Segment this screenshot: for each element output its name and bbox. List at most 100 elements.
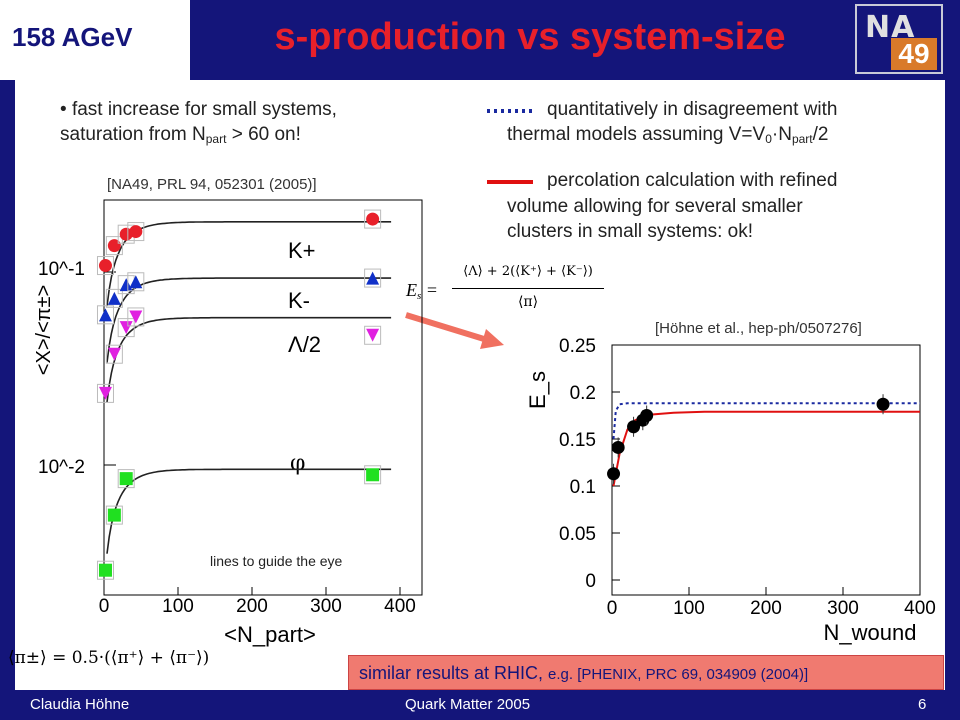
right-chart-xtick-label: 200 xyxy=(750,598,782,619)
pion-formula: ⟨π±⟩ = 0.5·(⟨π⁺⟩ + ⟨π⁻⟩) xyxy=(8,648,210,668)
energy-label: 158 AGeV xyxy=(12,22,133,52)
label-lambda: Λ/2 xyxy=(288,332,321,357)
legend-blue-post: /2 xyxy=(812,124,829,145)
data-point-K- xyxy=(129,275,143,289)
data-point-K- xyxy=(119,278,133,292)
data-point xyxy=(627,420,641,434)
slide-title: s-production vs system-size xyxy=(274,16,786,58)
fit-curve-1 xyxy=(106,277,392,363)
es-formula-lhs: Es = xyxy=(406,280,438,302)
error-box xyxy=(364,209,382,229)
data-point xyxy=(611,440,625,454)
error-box xyxy=(127,307,145,327)
left-chart-ylabel: <X>/<π±> xyxy=(33,285,55,375)
label-kminus: K- xyxy=(288,288,310,313)
right-chart-xtick-label: 300 xyxy=(827,598,859,619)
left-chart-xtick-label: 300 xyxy=(310,596,342,617)
legend-blue-line2-pre: thermal models assuming V=V xyxy=(507,124,766,145)
frame-right-border xyxy=(945,80,960,690)
right-chart-xtick-label: 400 xyxy=(904,598,936,619)
data-point-Λ/2 xyxy=(366,328,380,342)
fit-curve-3 xyxy=(106,468,392,554)
data-point xyxy=(640,409,654,422)
right-chart-xtick-label: 0 xyxy=(607,598,618,619)
left-chart-xtick-label: 400 xyxy=(384,596,416,617)
bullet-icon: • xyxy=(60,99,67,120)
error-box xyxy=(105,236,123,256)
error-box xyxy=(364,325,382,345)
error-box xyxy=(117,318,135,338)
error-box xyxy=(364,465,382,485)
error-box xyxy=(105,344,123,364)
label-phi: φ xyxy=(290,451,305,476)
right-reference: [Höhne et al., hep-ph/0507276] xyxy=(655,320,862,337)
data-point-φ xyxy=(107,508,121,522)
data-point-K- xyxy=(366,271,380,285)
left-bullet-line2: saturation from Npart > 60 on! xyxy=(60,122,301,152)
right-chart-ytick-label: 0.1 xyxy=(570,477,596,498)
footer-conference: Quark Matter 2005 xyxy=(405,696,531,713)
data-point-K+ xyxy=(98,259,112,273)
fraction-bar xyxy=(452,288,604,289)
es-numerator: ⟨Λ⟩ + 2(⟨K⁺⟩ + ⟨K⁻⟩) xyxy=(463,264,593,279)
left-bullet-line1: • fast increase for small systems, xyxy=(60,97,337,122)
legend-red-line2: volume allowing for several smaller xyxy=(507,196,803,217)
legend-blue-line2: thermal models assuming V=V0·Npart/2 xyxy=(507,122,829,152)
data-point-φ xyxy=(366,468,380,482)
data-point-φ xyxy=(98,563,112,577)
data-point-Λ/2 xyxy=(107,347,121,361)
arrow-icon xyxy=(405,312,504,349)
guide-annotation: lines to guide the eye xyxy=(210,553,343,569)
thermal-dotted-legend-icon xyxy=(487,109,533,113)
legend-blue-line1: quantitatively in disagreement with xyxy=(547,99,838,120)
rhic-note: similar results at RHIC, e.g. [PHENIX, P… xyxy=(348,655,944,690)
logo-text-bottom: 49 xyxy=(891,38,937,70)
left-chart-ytick-2: 10^-2 xyxy=(38,457,85,478)
legend-blue-mid: ·N xyxy=(771,124,792,145)
label-kplus: K+ xyxy=(288,238,316,263)
energy-box: 158 AGeV xyxy=(0,0,190,80)
error-box xyxy=(96,256,114,276)
left-chart-frame xyxy=(103,199,423,596)
data-point-φ xyxy=(119,472,133,486)
right-chart-xtick-label: 100 xyxy=(673,598,705,619)
es-lhs: E xyxy=(406,280,417,300)
left-chart: <X>/<π±> <N_part> 10^-1 10^-2 lines to g… xyxy=(33,199,423,647)
left-line2-pre: saturation from N xyxy=(60,124,206,145)
footer-author: Claudia Höhne xyxy=(30,696,130,713)
left-reference: [NA49, PRL 94, 052301 (2005)] xyxy=(107,176,317,193)
data-point-K+ xyxy=(129,225,143,239)
percolation-line-legend-icon xyxy=(487,180,533,184)
right-chart-ytick-label: 0.05 xyxy=(559,524,596,545)
title-bar xyxy=(190,0,960,80)
left-chart-xtick-label: 0 xyxy=(99,596,110,617)
left-chart-ytick-1: 10^-1 xyxy=(38,259,85,280)
error-box xyxy=(105,505,123,525)
data-point-Λ/2 xyxy=(119,321,133,335)
legend-blue-sub2: part xyxy=(791,132,813,146)
fit-curve-2 xyxy=(106,316,392,403)
data-point-Λ/2 xyxy=(98,386,112,400)
data-point xyxy=(876,397,890,411)
right-chart-ytick-label: 0.2 xyxy=(570,383,596,404)
right-chart-ylabel: E_s xyxy=(525,371,550,409)
left-chart-xlabel: <N_part> xyxy=(224,622,316,647)
fit-curve-0 xyxy=(106,221,392,307)
es-formula: Es = ⟨Λ⟩ + 2(⟨K⁺⟩ + ⟨K⁻⟩) ⟨π⟩ xyxy=(400,258,610,326)
error-box xyxy=(96,305,114,325)
left-line2-post: > 60 on! xyxy=(226,124,301,145)
thermal-line xyxy=(612,402,920,440)
data-point-K+ xyxy=(107,239,121,253)
footer-bar xyxy=(0,690,960,720)
legend-red-line3: clusters in small systems: ok! xyxy=(507,221,753,242)
data-point-K+ xyxy=(366,212,380,226)
error-box xyxy=(105,288,123,308)
percolation-line xyxy=(612,410,920,487)
na49-logo: NA 49 xyxy=(855,4,943,74)
error-box xyxy=(127,272,145,292)
error-box xyxy=(364,268,382,288)
right-chart-ytick-label: 0 xyxy=(585,571,596,592)
error-box xyxy=(117,469,135,489)
rhic-small: e.g. [PHENIX, PRC 69, 034909 (2004)] xyxy=(548,666,809,683)
data-point-K- xyxy=(98,308,112,322)
